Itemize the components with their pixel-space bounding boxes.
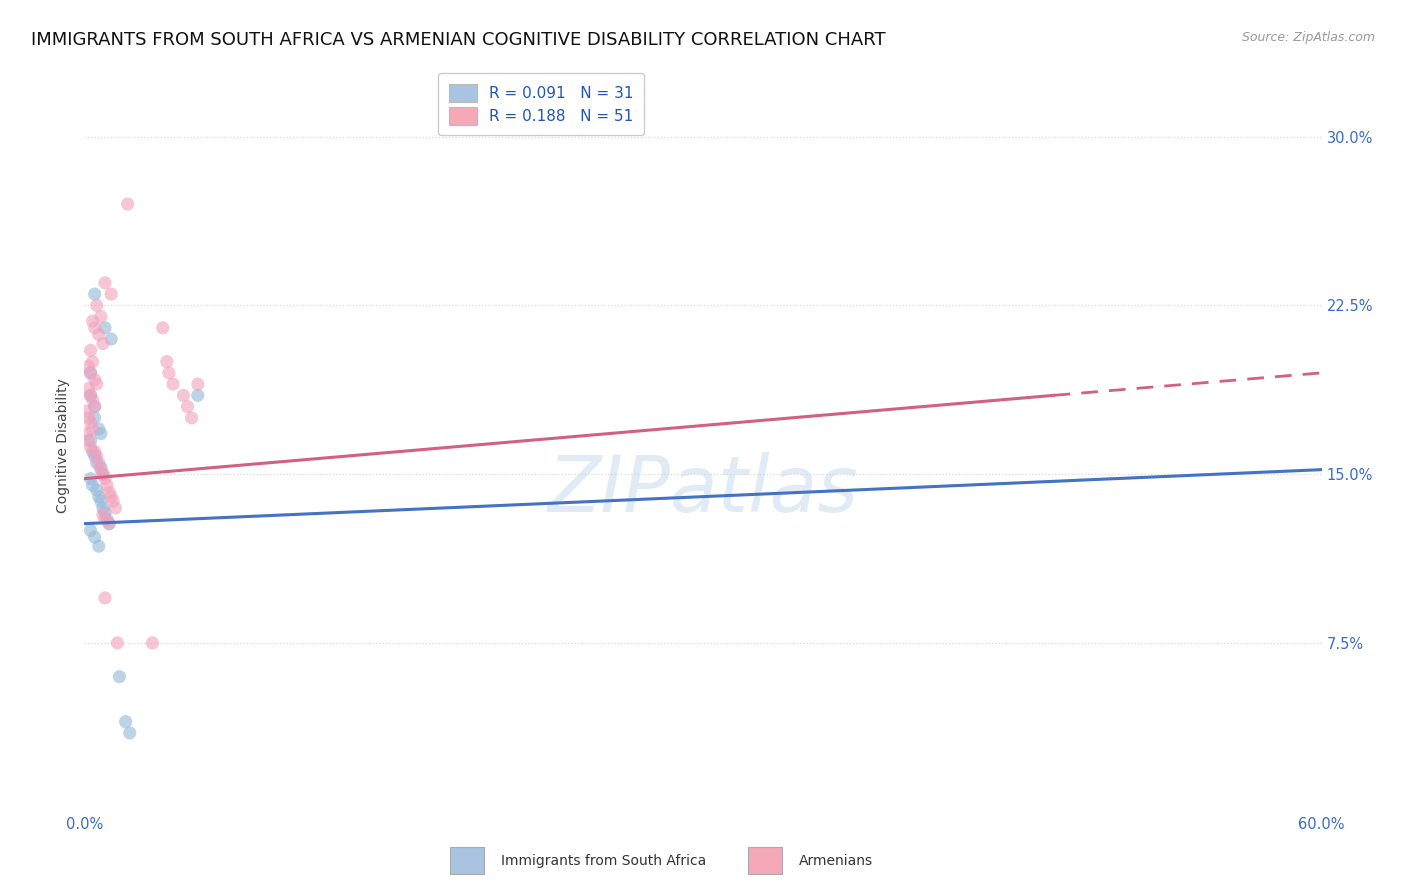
Point xyxy=(90,426,112,441)
Point xyxy=(180,410,202,425)
Point xyxy=(82,444,104,458)
Point xyxy=(114,714,136,729)
Point xyxy=(172,388,194,402)
Text: Armenians: Armenians xyxy=(799,854,873,868)
Text: Source: ZipAtlas.com: Source: ZipAtlas.com xyxy=(1241,31,1375,45)
Point xyxy=(86,298,108,312)
Point xyxy=(79,388,101,402)
Point xyxy=(94,512,117,526)
Point xyxy=(82,478,104,492)
Point xyxy=(83,373,105,387)
Point xyxy=(96,512,118,526)
Point xyxy=(79,366,101,380)
Point xyxy=(77,382,100,396)
Point xyxy=(86,377,108,392)
Y-axis label: Cognitive Disability: Cognitive Disability xyxy=(56,378,70,514)
Point xyxy=(87,539,110,553)
Point xyxy=(83,444,105,458)
Point xyxy=(83,449,105,463)
Point xyxy=(79,416,101,430)
Point xyxy=(87,456,110,470)
Point xyxy=(79,472,101,486)
Point xyxy=(91,500,114,515)
Point xyxy=(79,343,101,358)
Point xyxy=(94,505,117,519)
Point xyxy=(94,276,117,290)
Point xyxy=(83,530,105,544)
Point xyxy=(108,670,131,684)
Point xyxy=(87,490,110,504)
Point xyxy=(83,400,105,414)
Point xyxy=(86,449,108,463)
Point xyxy=(79,524,101,538)
Point xyxy=(86,483,108,497)
Point xyxy=(117,197,139,211)
Point xyxy=(94,591,117,605)
Text: Immigrants from South Africa: Immigrants from South Africa xyxy=(501,854,706,868)
Text: ZIPatlas: ZIPatlas xyxy=(547,452,859,528)
Point xyxy=(77,434,100,448)
Point xyxy=(91,467,114,482)
Point xyxy=(91,336,114,351)
Point xyxy=(90,462,112,476)
Point xyxy=(157,366,180,380)
Point xyxy=(105,636,128,650)
Point xyxy=(90,310,112,324)
Bar xyxy=(748,847,782,874)
Point xyxy=(86,456,108,470)
Point xyxy=(79,366,101,380)
Point xyxy=(83,410,105,425)
Point xyxy=(90,460,112,475)
Point xyxy=(187,377,209,392)
Point xyxy=(90,494,112,508)
Text: IMMIGRANTS FROM SOUTH AFRICA VS ARMENIAN COGNITIVE DISABILITY CORRELATION CHART: IMMIGRANTS FROM SOUTH AFRICA VS ARMENIAN… xyxy=(31,31,886,49)
Point xyxy=(187,388,209,402)
Point xyxy=(91,508,114,522)
Point xyxy=(152,321,174,335)
Point xyxy=(100,287,122,301)
Point xyxy=(87,327,110,342)
Point xyxy=(141,636,163,650)
Point xyxy=(75,404,97,418)
Point xyxy=(94,321,117,335)
Point xyxy=(79,434,101,448)
Point xyxy=(176,400,198,414)
Point xyxy=(87,422,110,436)
Point xyxy=(100,490,122,504)
Point xyxy=(104,500,127,515)
Point xyxy=(83,287,105,301)
Legend: R = 0.091   N = 31, R = 0.188   N = 51: R = 0.091 N = 31, R = 0.188 N = 51 xyxy=(439,73,644,136)
Point xyxy=(96,478,118,492)
Point xyxy=(100,332,122,346)
Point xyxy=(79,388,101,402)
Point xyxy=(79,440,101,454)
Point xyxy=(77,410,100,425)
Point xyxy=(98,516,121,531)
Point xyxy=(162,377,184,392)
Bar xyxy=(450,847,484,874)
Point xyxy=(82,314,104,328)
Point xyxy=(103,494,125,508)
Point xyxy=(77,359,100,373)
Point xyxy=(82,422,104,436)
Point xyxy=(98,516,121,531)
Point xyxy=(83,400,105,414)
Point xyxy=(98,485,121,500)
Point xyxy=(156,354,179,368)
Point xyxy=(75,426,97,441)
Point xyxy=(94,472,117,486)
Point xyxy=(118,726,141,740)
Point xyxy=(82,354,104,368)
Point xyxy=(91,467,114,482)
Point xyxy=(83,321,105,335)
Point xyxy=(82,392,104,407)
